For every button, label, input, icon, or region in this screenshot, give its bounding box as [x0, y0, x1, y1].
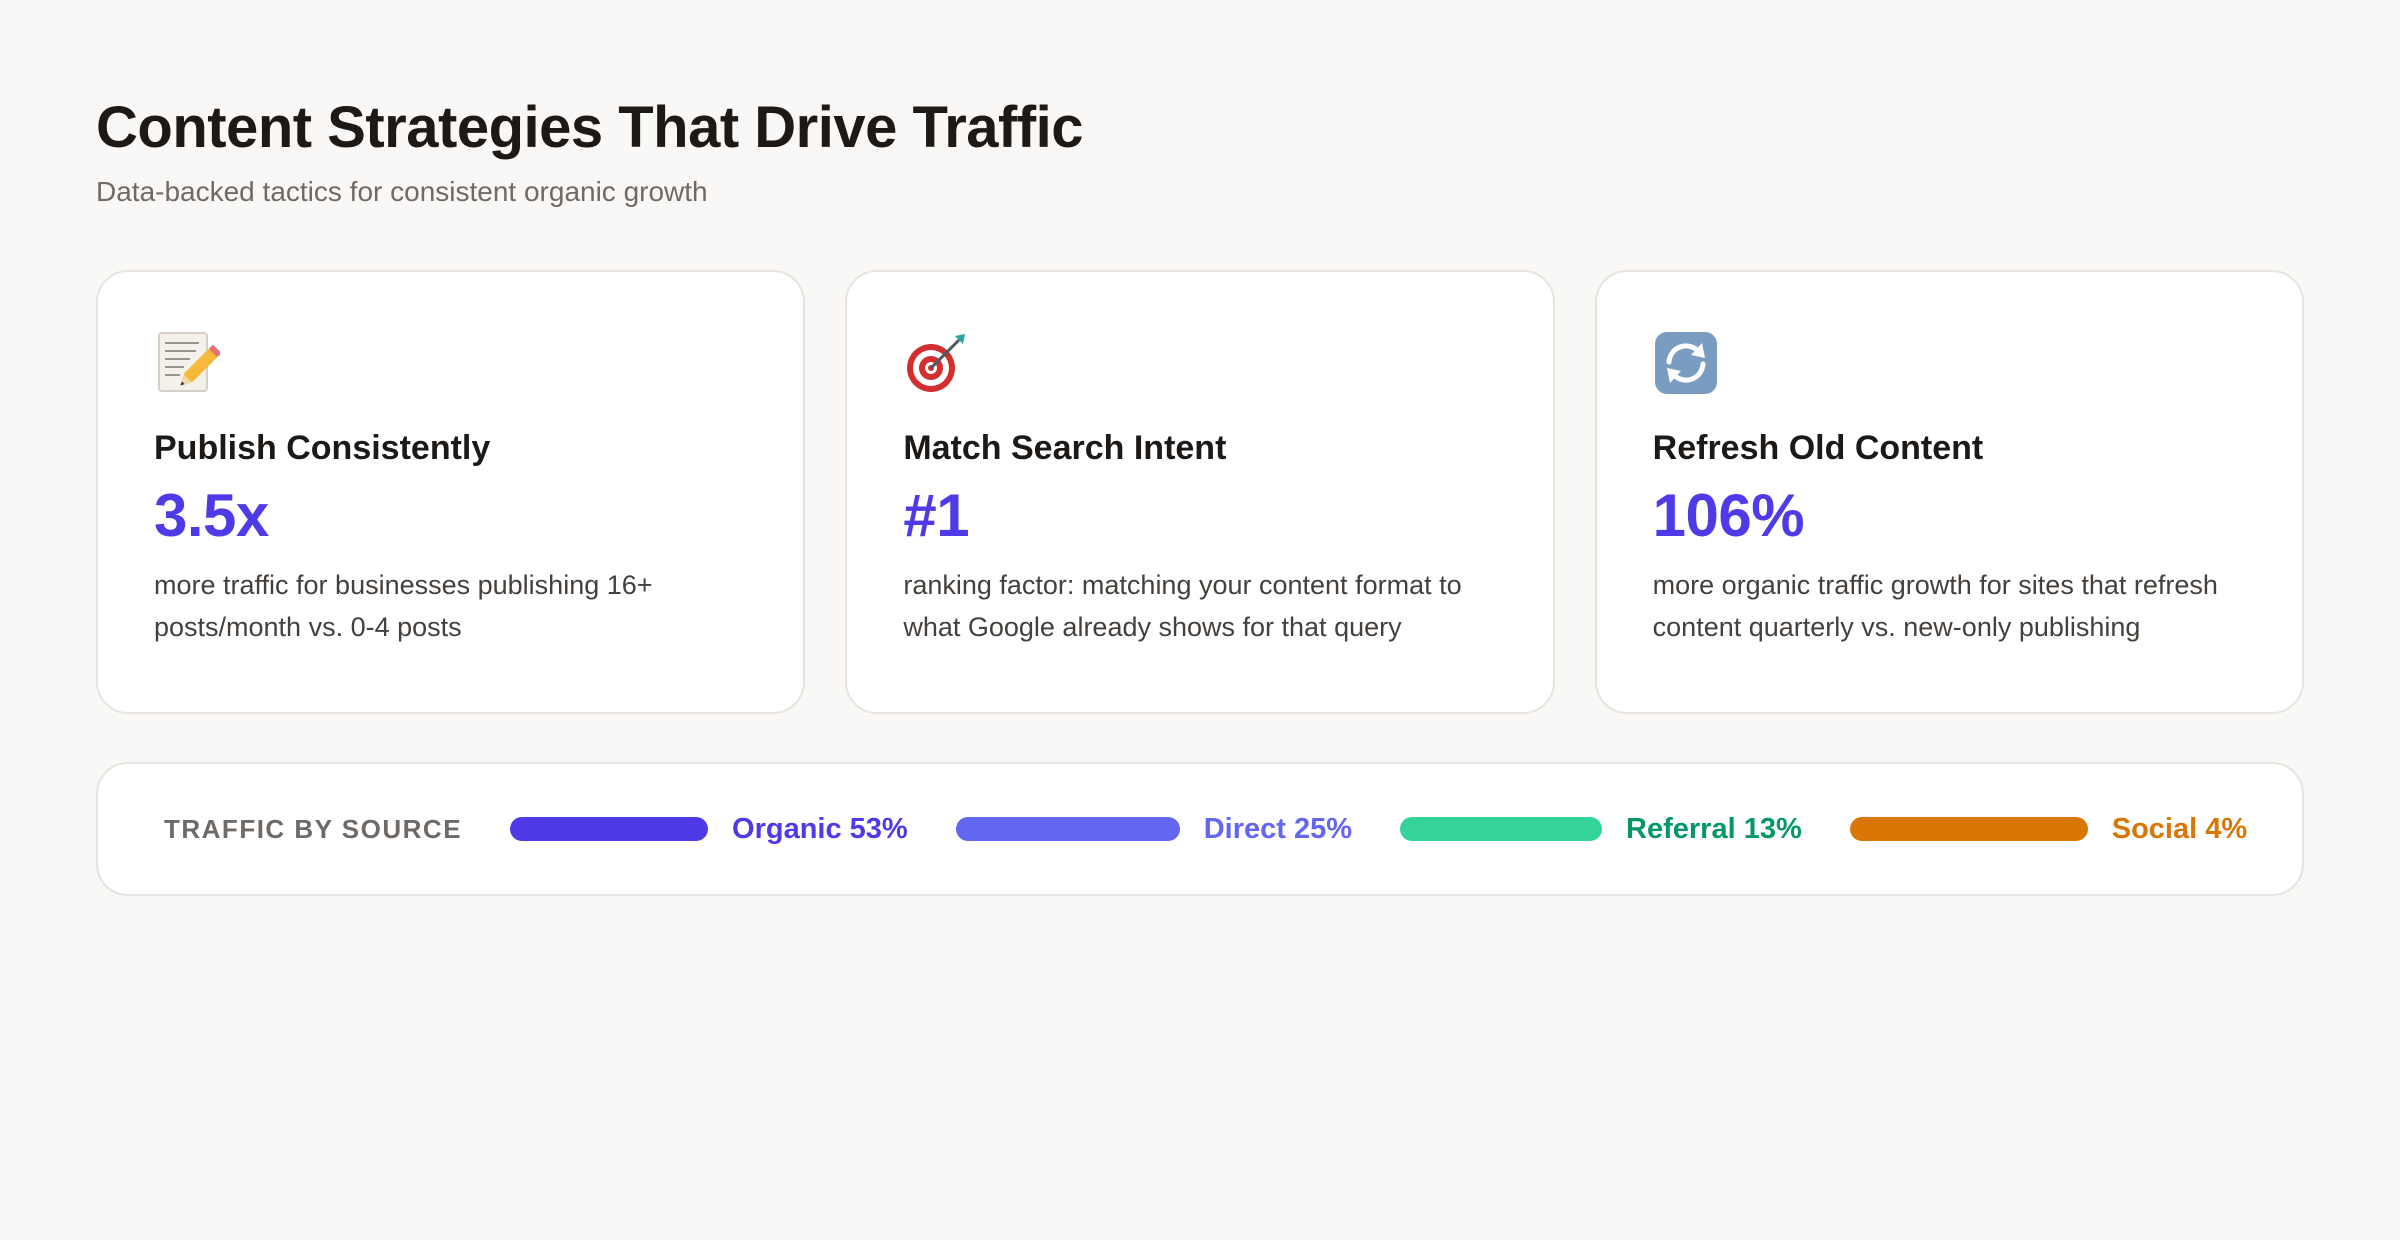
page-subtitle: Data-backed tactics for consistent organ… — [96, 176, 708, 207]
card-title: Match Search Intent — [903, 429, 1227, 467]
traffic-label: TRAFFIC BY SOURCE — [164, 813, 463, 844]
source-social: Social 4% — [1849, 812, 2248, 846]
source-label-direct: Direct 25% — [1203, 812, 1353, 845]
strategy-cards: Publish Consistently 3.5x more traffic f… — [96, 270, 2304, 714]
source-label-social: Social 4% — [2111, 812, 2248, 845]
card-title: Publish Consistently — [154, 429, 491, 467]
card-description: more traffic for businesses publishing 1… — [154, 570, 653, 642]
refresh-icon — [1653, 330, 1719, 396]
card-description: more organic traffic growth for sites th… — [1652, 570, 2218, 642]
source-direct: Direct 25% — [955, 812, 1353, 846]
strategy-card-publish: Publish Consistently 3.5x more traffic f… — [96, 270, 806, 714]
source-bar-referral — [1400, 817, 1603, 841]
card-title: Refresh Old Content — [1652, 429, 1984, 467]
strategy-card-refresh: Refresh Old Content 106% more organic tr… — [1594, 270, 2304, 714]
source-bar-social — [1849, 817, 2088, 841]
source-label-referral: Referral 13% — [1626, 812, 1802, 845]
source-organic: Organic 53% — [510, 813, 908, 846]
card-stat: #1 — [903, 482, 970, 549]
strategy-card-search-intent: Match Search Intent #1 ranking factor: m… — [845, 270, 1555, 714]
source-bar-direct — [955, 817, 1180, 841]
page-title: Content Strategies That Drive Traffic — [96, 95, 1084, 160]
notepad-pencil-icon — [154, 330, 220, 396]
source-bar-organic — [510, 817, 709, 841]
source-label-organic: Organic 53% — [732, 812, 908, 845]
card-description: ranking factor: matching your content fo… — [903, 570, 1462, 642]
header: Content Strategies That Drive Traffic Da… — [96, 92, 2296, 210]
target-icon — [903, 330, 969, 396]
source-referral: Referral 13% — [1400, 813, 1802, 846]
card-stat: 106% — [1652, 482, 1805, 549]
traffic-by-source: TRAFFIC BY SOURCE Organic 53% Direct 25%… — [96, 762, 2304, 896]
card-stat: 3.5x — [154, 482, 269, 549]
